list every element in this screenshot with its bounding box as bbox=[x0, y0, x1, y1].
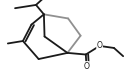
Text: O: O bbox=[97, 41, 102, 50]
Text: O: O bbox=[84, 62, 89, 71]
